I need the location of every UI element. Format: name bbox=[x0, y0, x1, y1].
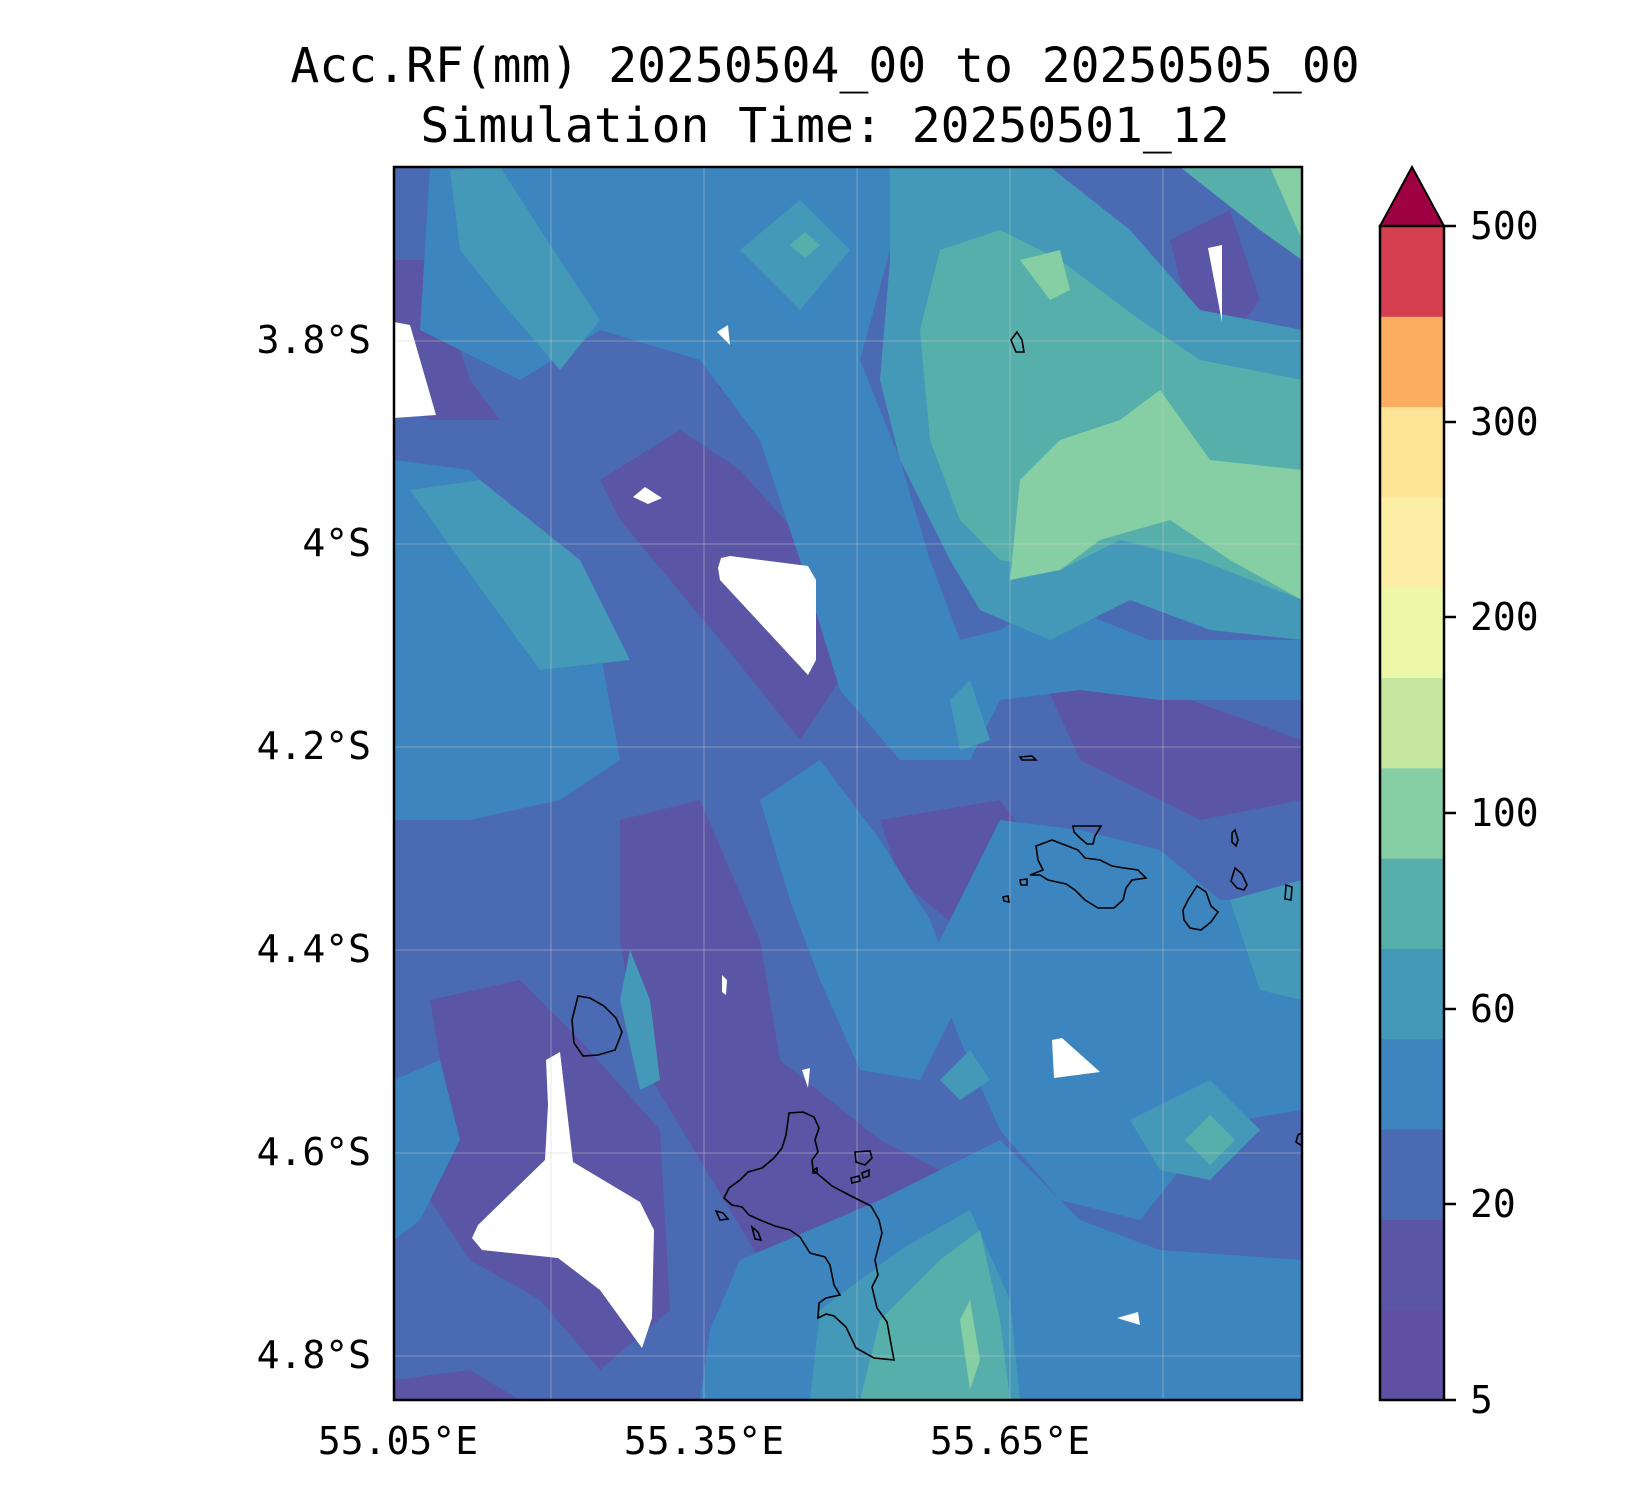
coastline-curieuse bbox=[1072, 825, 1103, 845]
y-tick-label: 4.2°S bbox=[257, 724, 371, 768]
coastline-islet bbox=[1295, 1131, 1302, 1147]
x-tick-label: 55.05°E bbox=[318, 1419, 478, 1463]
contour-seagreen-top-right bbox=[1180, 167, 1302, 260]
colorbar-band bbox=[1380, 1309, 1444, 1401]
title-line-2: Simulation Time: 20250501_12 bbox=[420, 98, 1230, 154]
coastline-islet bbox=[1018, 755, 1038, 761]
y-tick-label: 4.6°S bbox=[257, 1130, 371, 1174]
y-tick-label: 4.8°S bbox=[257, 1333, 371, 1377]
colorbar-label: 500 bbox=[1470, 204, 1539, 248]
coastline-praslin bbox=[1029, 839, 1148, 909]
x-tick-label: 55.35°E bbox=[624, 1419, 784, 1463]
rainfall-contour-field bbox=[394, 167, 1302, 1400]
coastline-islet bbox=[1231, 828, 1239, 848]
contour-purple-south-center bbox=[620, 800, 960, 1300]
colorbar-label: 100 bbox=[1470, 791, 1539, 835]
contour-teal-small-1 bbox=[950, 680, 990, 750]
colorbar-band bbox=[1380, 496, 1444, 588]
coastline-mahe bbox=[723, 1111, 895, 1361]
coastline-islet bbox=[714, 1209, 730, 1221]
contour-teal-small-2 bbox=[940, 1050, 990, 1100]
missing-data-patch bbox=[472, 1052, 654, 1348]
colorbar-extend-arrow bbox=[1378, 164, 1446, 227]
coastline-felicite bbox=[1230, 866, 1248, 891]
missing-data-patch bbox=[717, 325, 730, 345]
contour-teal-center bbox=[620, 950, 660, 1090]
x-tick-label: 55.65°E bbox=[930, 1419, 1090, 1463]
coastline-islet bbox=[861, 1168, 870, 1180]
contour-teal-north-mid bbox=[740, 200, 850, 310]
colorbar-label: 200 bbox=[1470, 595, 1539, 639]
missing-data-patch bbox=[1117, 1312, 1140, 1325]
contour-blue-west bbox=[394, 460, 620, 820]
colorbar-label: 5 bbox=[1470, 1378, 1493, 1422]
map-gridlines bbox=[394, 167, 1302, 1400]
coastline-la-digue bbox=[1182, 884, 1220, 931]
contour-seagreen-southeast bbox=[1185, 1115, 1235, 1165]
contour-blue-southwest bbox=[394, 1060, 460, 1240]
colorbar-label: 300 bbox=[1470, 400, 1539, 444]
contour-teal-north-left bbox=[450, 167, 600, 370]
colorbar-band bbox=[1380, 316, 1444, 408]
contour-blue-north bbox=[420, 167, 1302, 760]
missing-data-patch bbox=[394, 322, 436, 418]
coastline-islet bbox=[812, 1166, 818, 1174]
map-frame bbox=[392, 165, 1304, 1402]
coastline-islet bbox=[1019, 878, 1028, 886]
coastline-marianne bbox=[1284, 883, 1293, 901]
contour-teal-west bbox=[410, 480, 630, 670]
colorbar-band bbox=[1380, 858, 1444, 949]
missing-data-patch bbox=[802, 1068, 810, 1088]
missing-data-patch bbox=[1208, 245, 1222, 322]
missing-data-patch bbox=[722, 975, 727, 995]
title-line-1: Acc.RF(mm) 20250504_00 to 20250505_00 bbox=[290, 38, 1360, 94]
contour-purple-center-top bbox=[600, 430, 840, 740]
coastline-st-anne bbox=[854, 1150, 873, 1166]
y-tick-label: 4°S bbox=[302, 521, 371, 565]
contour-lightgreen-corner bbox=[1270, 167, 1302, 240]
colorbar-band bbox=[1380, 767, 1444, 859]
y-tick-label: 3.8°S bbox=[257, 318, 371, 362]
contour-lightgreen-ne bbox=[1020, 250, 1070, 300]
coastlines bbox=[571, 330, 1302, 1361]
map-panel: 3.8°S 4°S 4.2°S 4.4°S 4.6°S 4.8°S 55.05°… bbox=[257, 165, 1304, 1463]
colorbar-label: 20 bbox=[1470, 1182, 1516, 1226]
x-axis: 55.05°E 55.35°E 55.65°E bbox=[318, 1419, 1090, 1463]
colorbar-band bbox=[1380, 1038, 1444, 1130]
y-axis: 3.8°S 4°S 4.2°S 4.4°S 4.6°S 4.8°S bbox=[257, 318, 371, 1377]
contour-lightgreen-east bbox=[1010, 390, 1302, 600]
missing-data-patch bbox=[633, 487, 662, 504]
colorbar-label: 60 bbox=[1470, 987, 1516, 1031]
colorbar-bands bbox=[1380, 226, 1444, 1401]
coastline-islet bbox=[750, 1224, 763, 1242]
coastline-aride bbox=[1010, 330, 1025, 353]
contour-teal-right-low bbox=[1230, 880, 1302, 1000]
colorbar-band bbox=[1380, 1219, 1444, 1311]
missing-data-patch bbox=[718, 556, 816, 675]
coastline-silhouette bbox=[571, 995, 623, 1057]
contour-seagreen-node bbox=[790, 232, 820, 258]
contour-blue-center bbox=[760, 760, 960, 1080]
colorbar-band bbox=[1380, 587, 1444, 679]
colorbar-band bbox=[1380, 677, 1444, 769]
colorbar-band bbox=[1380, 1129, 1444, 1220]
coastline-islet bbox=[1002, 895, 1010, 904]
coastline-islet bbox=[850, 1175, 861, 1184]
colorbar-band bbox=[1380, 948, 1444, 1040]
contour-lightgreen-south bbox=[960, 1300, 980, 1390]
missing-data-patch bbox=[1052, 1038, 1100, 1078]
y-tick-label: 4.4°S bbox=[257, 927, 371, 971]
contour-purple-bottom-left bbox=[394, 1370, 520, 1400]
colorbar: 500 300 200 100 60 20 5 bbox=[1378, 164, 1539, 1422]
colorbar-band bbox=[1380, 226, 1444, 317]
colorbar-ticks bbox=[1444, 224, 1456, 1402]
colorbar-band bbox=[1380, 406, 1444, 498]
